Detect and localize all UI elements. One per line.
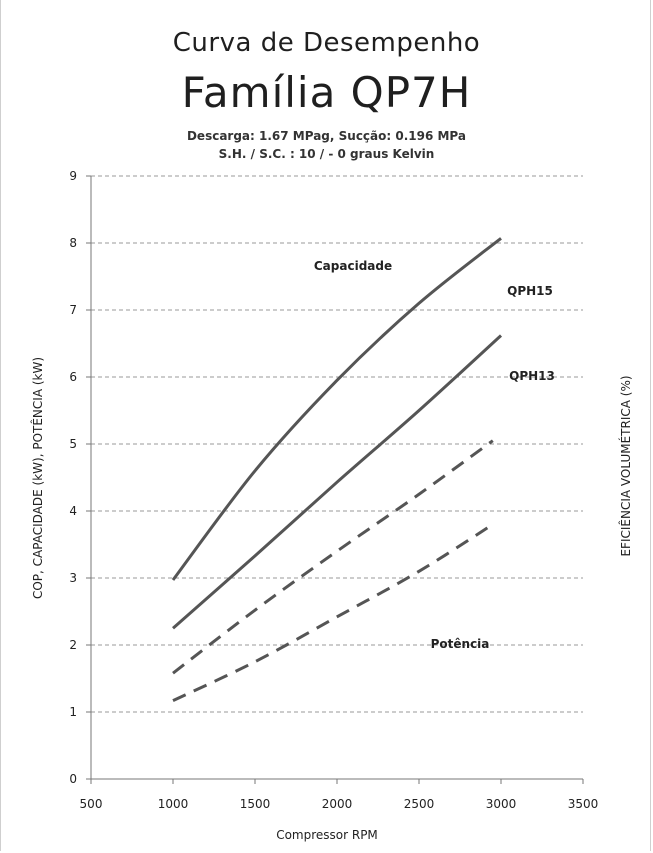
conditions-line-1: Descarga: 1.67 MPag, Sucção: 0.196 MPa bbox=[186, 129, 467, 143]
y-axis-label: COP, CAPACIDADE (kW), POTÊNCIA (kW) bbox=[30, 357, 45, 599]
y-tick-label: 6 bbox=[69, 370, 77, 384]
x-tick-label: 2500 bbox=[404, 797, 435, 811]
series-line-1 bbox=[171, 237, 502, 581]
y-tick-label: 7 bbox=[69, 303, 77, 317]
x-tick-label: 3500 bbox=[568, 797, 599, 811]
y-axis-label-right: EFICIÊNCIA VOLUMÉTRICA (%) bbox=[618, 375, 633, 556]
x-tick-labels: 500 1000 1500 2000 2500 3000 3500 bbox=[80, 797, 599, 811]
annotation-potencia: Potência bbox=[431, 637, 490, 651]
grid-lines bbox=[91, 175, 583, 713]
chart-subtitle: Família QP7H bbox=[181, 68, 472, 117]
series-line-2 bbox=[172, 334, 503, 630]
y-tick-label: 1 bbox=[69, 705, 77, 719]
x-tick-label: 3000 bbox=[486, 797, 517, 811]
y-tick-labels: 0 1 2 3 4 5 6 7 8 9 bbox=[69, 169, 77, 786]
annotation-capacidade: Capacidade bbox=[314, 259, 392, 273]
series-line-3 bbox=[172, 439, 494, 675]
series-line-4 bbox=[172, 523, 494, 702]
y-tick-label: 5 bbox=[69, 437, 77, 451]
y-tick-label: 4 bbox=[69, 504, 77, 518]
x-tick-label: 500 bbox=[80, 797, 103, 811]
y-tick-label: 3 bbox=[69, 571, 77, 585]
annotation-qph13: QPH13 bbox=[509, 369, 555, 383]
y-tick-label: 8 bbox=[69, 236, 77, 250]
y-tick-label: 9 bbox=[69, 169, 77, 183]
chart-title: Curva de Desempenho bbox=[172, 28, 481, 58]
series-lines bbox=[171, 237, 503, 702]
axes bbox=[86, 175, 584, 784]
x-tick-label: 2000 bbox=[322, 797, 353, 811]
annotation-qph15: QPH15 bbox=[507, 284, 553, 298]
x-tick-label: 1000 bbox=[158, 797, 189, 811]
y-tick-label: 0 bbox=[69, 772, 77, 786]
x-tick-label: 1500 bbox=[240, 797, 271, 811]
y-tick-label: 2 bbox=[69, 638, 77, 652]
x-axis-label: Compressor RPM bbox=[276, 828, 378, 842]
conditions-line-2: S.H. / S.C. : 10 / - 0 graus Kelvin bbox=[218, 147, 435, 161]
